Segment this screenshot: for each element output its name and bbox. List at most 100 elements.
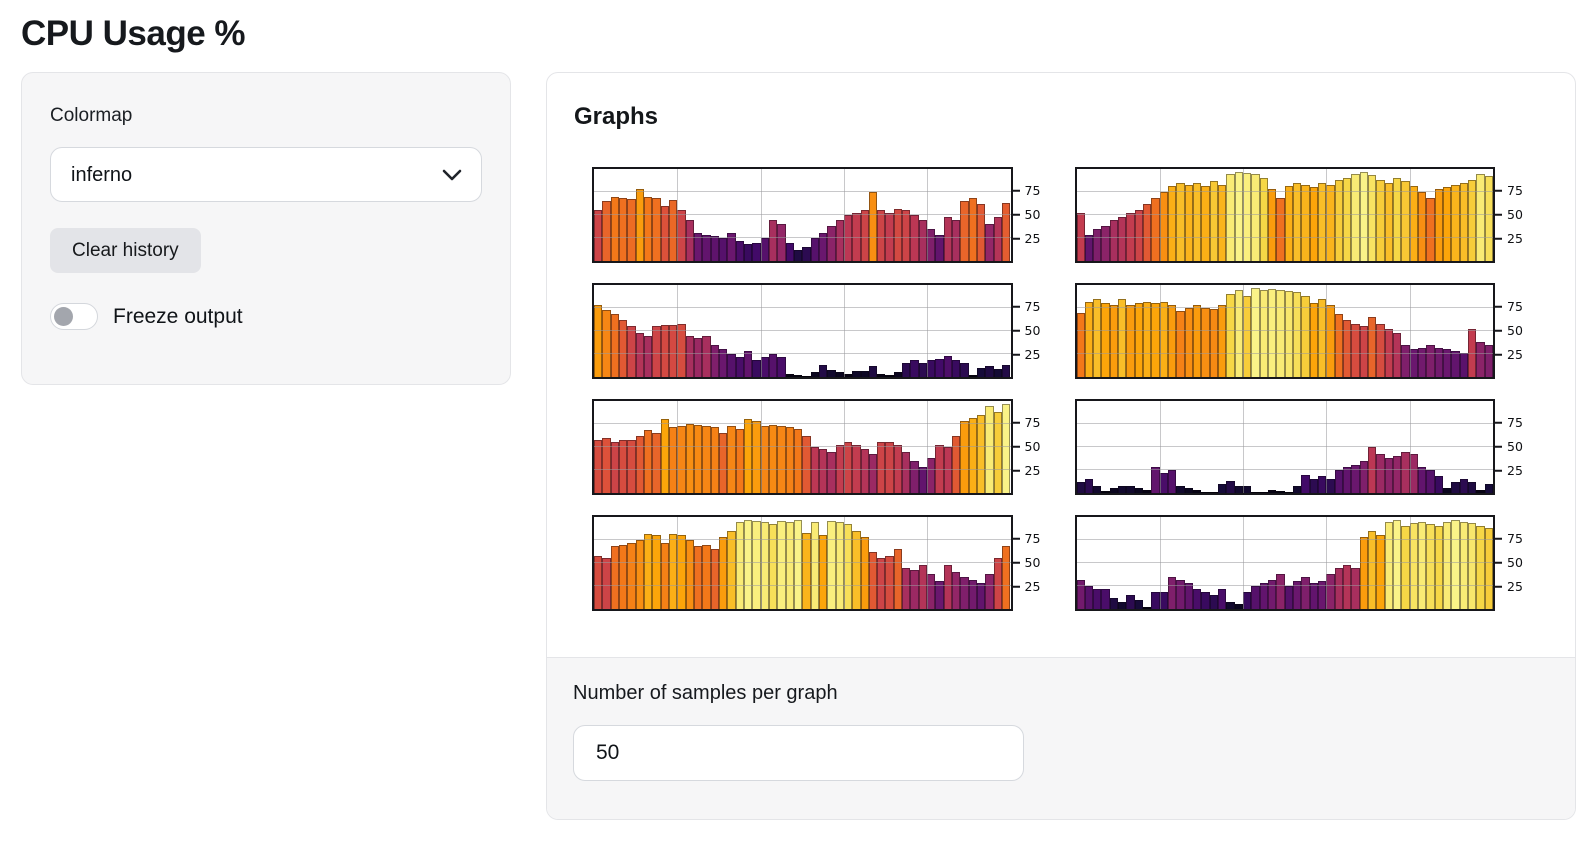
colormap-select[interactable]: inferno [50,147,482,202]
bar [919,467,927,493]
bar [1435,476,1443,493]
samples-label: Number of samples per graph [573,682,1549,705]
bar [1077,580,1085,609]
bar [1160,302,1168,377]
bar [1385,522,1393,609]
bar [827,226,835,261]
bar [977,204,985,261]
bar [636,540,644,609]
bar [944,217,952,261]
bar [1110,220,1118,261]
bar [1485,528,1493,609]
bar [1143,302,1151,377]
bar [1135,488,1143,493]
bar [1460,522,1468,609]
bar [611,442,619,493]
bar [1101,491,1109,493]
bar [1360,537,1368,609]
bar [677,426,685,493]
tick-mark [1495,446,1502,448]
bar [702,235,710,261]
bar [985,406,993,493]
bar [752,243,760,261]
bar [1160,592,1168,609]
bar [1485,176,1493,261]
bar-chart-plot [592,167,1013,263]
bar-series [1077,169,1494,261]
bar [1310,479,1318,493]
bar [652,433,660,493]
bar [644,197,652,261]
bar [985,224,993,261]
bar [786,522,794,609]
bar [1410,186,1418,261]
bar [594,440,602,493]
bar [1226,481,1234,493]
bar [1318,183,1326,261]
bar [994,217,1002,261]
bar [894,372,902,377]
tick-mark [1495,330,1502,332]
clear-history-button[interactable]: Clear history [50,228,201,273]
tick-mark [1013,586,1020,588]
bar [1318,299,1326,377]
bar [985,366,993,377]
bar [1426,345,1434,377]
bar [1101,226,1109,261]
bar [1293,292,1301,377]
freeze-output-toggle[interactable] [50,303,98,330]
bar [944,356,952,377]
bar [802,376,810,377]
bar [1410,349,1418,377]
bar [802,533,810,609]
bar [627,440,635,493]
bar [836,220,844,261]
bar [727,531,735,609]
cpu-graph-4: 255075 [1075,283,1542,379]
bar [1201,186,1209,261]
bar [1193,305,1201,377]
bar [761,357,769,377]
bar [694,338,702,377]
bar-series [1077,517,1494,609]
bar [1176,183,1184,261]
y-axis: 255075 [1013,167,1059,263]
bar [969,580,977,609]
bar [1126,305,1134,377]
bar [902,210,910,261]
bar [777,357,785,377]
bar [1176,311,1184,377]
bar [1335,470,1343,493]
bar [619,198,627,261]
bar-chart-plot [592,399,1013,495]
bar [819,449,827,493]
y-tick-label: 75 [1025,533,1041,546]
bar [677,210,685,261]
bar [1110,598,1118,609]
bar [1077,313,1085,377]
y-tick-label: 50 [1507,209,1523,222]
y-tick-label: 75 [1025,301,1041,314]
bar [1351,465,1359,493]
bar [1101,303,1109,377]
bar [711,427,719,493]
bar [1376,180,1384,261]
bar [861,371,869,377]
bar [644,336,652,377]
bar [602,438,610,493]
samples-input[interactable] [573,725,1024,781]
bar [1243,592,1251,609]
bar [1251,492,1259,493]
bar [935,235,943,261]
bar [644,430,652,493]
bar [619,440,627,493]
bar [1460,479,1468,493]
bar [802,247,810,261]
y-tick-label: 50 [1025,441,1041,454]
bar [752,360,760,377]
bar [935,445,943,493]
bar [1260,583,1268,609]
bar [1143,490,1151,493]
bar [877,442,885,493]
bar [919,565,927,609]
